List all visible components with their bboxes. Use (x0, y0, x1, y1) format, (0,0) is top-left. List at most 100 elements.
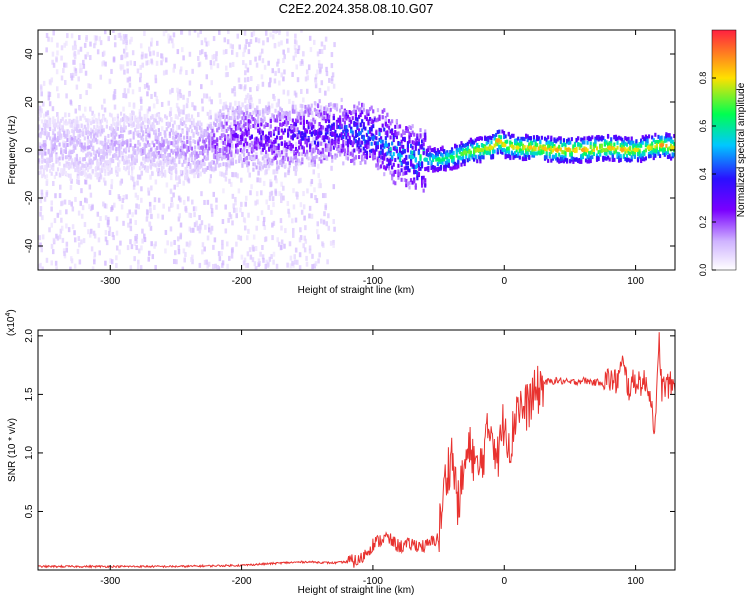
spectrogram-band-cell (304, 109, 307, 114)
spectrogram-noise-cell (122, 39, 125, 45)
spectrogram-band-cell (337, 117, 340, 122)
spectrogram-noise-cell (62, 68, 65, 74)
spectrogram-band-cell (138, 134, 142, 139)
spectrogram-band-cell (39, 145, 42, 150)
spectrogram-band-cell (323, 154, 326, 159)
spectrogram-band-cell (408, 125, 411, 130)
spectrogram-band-cell (88, 173, 91, 178)
spectrogram-noise-cell (269, 32, 272, 38)
spectrogram-noise-cell (295, 166, 298, 172)
spectrogram-band-cell (309, 148, 312, 153)
spectrogram-band-cell (182, 159, 186, 164)
spectrogram-noise-cell (166, 240, 169, 246)
spectrogram-noise-cell (122, 106, 125, 112)
spectrogram-band-cell (454, 165, 457, 170)
spectrogram-noise-cell (119, 240, 122, 246)
spectrogram-band-cell (531, 150, 534, 155)
spectrogram-band-cell (257, 115, 260, 120)
spectrogram-band-cell (302, 132, 305, 137)
spectrogram-band-cell (228, 149, 231, 154)
spectrogram-band-cell (425, 150, 428, 155)
spectrogram-band-cell (484, 149, 487, 154)
spectrogram-band-cell (66, 161, 69, 166)
spectrogram-noise-cell (170, 202, 173, 208)
spectrogram-noise-cell (278, 30, 282, 33)
spectrogram-band-cell (491, 134, 495, 139)
spectrogram-band-cell (326, 130, 329, 135)
spectrogram-band-cell (113, 135, 116, 140)
spectrogram-band-cell (384, 120, 387, 125)
spectrogram-band-cell (316, 112, 320, 117)
spectrogram-noise-cell (60, 55, 63, 61)
spectrogram-band-cell (383, 172, 386, 177)
spectrogram-band-cell (112, 143, 115, 148)
spectrogram-noise-cell (68, 199, 71, 205)
spectrogram-band-cell (280, 135, 283, 140)
spectrogram-band-cell (50, 140, 53, 145)
spectrogram-noise-cell (244, 44, 247, 50)
spectrogram-noise-cell (146, 213, 149, 219)
spectrogram-band-cell (361, 110, 364, 115)
spectrogram-band-cell (309, 144, 312, 149)
spectrogram-band-cell (80, 166, 83, 171)
spectrogram-band-cell (88, 156, 91, 161)
spectrogram-noise-cell (291, 71, 294, 77)
spectrogram-band-cell (465, 155, 468, 160)
spectrogram-band-cell (214, 155, 217, 160)
spectrogram-band-cell (170, 148, 173, 153)
spectrogram-band-cell (194, 140, 197, 145)
spectrogram-band-cell (64, 134, 67, 139)
spectrogram-noise-cell (75, 116, 79, 122)
spectrogram-noise-cell (146, 209, 149, 215)
spectrogram-band-cell (359, 160, 362, 165)
spectrogram-band-cell (397, 171, 400, 176)
spectrogram-band-cell (334, 153, 337, 158)
spectrogram-noise-cell (45, 32, 49, 38)
spectrogram-band-cell (543, 147, 547, 152)
spectrogram-band-cell (301, 157, 304, 162)
spectrogram-noise-cell (271, 68, 275, 74)
spectrogram-noise-cell (300, 89, 303, 95)
spectrogram-noise-cell (130, 115, 134, 121)
spectrogram-noise-cell (138, 86, 141, 92)
spectrogram-band-cell (164, 173, 167, 178)
spectrogram-band-cell (162, 161, 165, 166)
spectrogram-band-cell (316, 129, 320, 134)
spectrogram-band-cell (465, 142, 468, 147)
spectrogram-band-cell (414, 183, 417, 188)
spectrogram-band-cell (439, 158, 443, 163)
spectrogram-noise-cell (86, 151, 90, 157)
spectrogram-band-cell (321, 152, 324, 157)
spectrogram-band-cell (67, 153, 71, 158)
spectrogram-band-cell (247, 152, 250, 157)
spectrogram-band-cell (96, 162, 99, 167)
spectrogram-band-cell (499, 144, 502, 149)
spectrogram-noise-cell (271, 222, 274, 228)
spectrogram-band-cell (528, 147, 531, 152)
spectrogram-band-cell (142, 156, 145, 161)
spectrogram-band-cell (80, 147, 83, 152)
spectrogram-band-cell (343, 109, 346, 114)
spectrogram-band-cell (38, 124, 41, 129)
spectrogram-noise-cell (169, 35, 172, 41)
spectrogram-noise-cell (82, 63, 86, 69)
spectrogram-band-cell (118, 159, 121, 164)
spectrogram-noise-cell (156, 136, 160, 142)
spectrogram-band-cell (403, 159, 406, 164)
spectrogram-band-cell (246, 130, 249, 135)
spectrogram-band-cell (380, 150, 383, 155)
spectrogram-band-cell (56, 116, 60, 121)
spectrogram-noise-cell (146, 91, 149, 97)
spectrogram-band-cell (432, 168, 435, 173)
spectrogram-band-cell (403, 166, 406, 171)
spectrogram-noise-cell (314, 79, 318, 85)
spectrogram-band-cell (94, 167, 97, 172)
spectrogram-noise-cell (60, 75, 64, 81)
spectrogram-band-cell (443, 149, 446, 154)
spectrogram-noise-cell (292, 188, 295, 194)
spectrogram-band-cell (252, 123, 255, 128)
spectrogram-band-cell (567, 140, 570, 145)
spectrogram-noise-cell (139, 64, 142, 70)
spectrogram-band-cell (93, 156, 96, 161)
spectrogram-band-cell (247, 119, 250, 124)
